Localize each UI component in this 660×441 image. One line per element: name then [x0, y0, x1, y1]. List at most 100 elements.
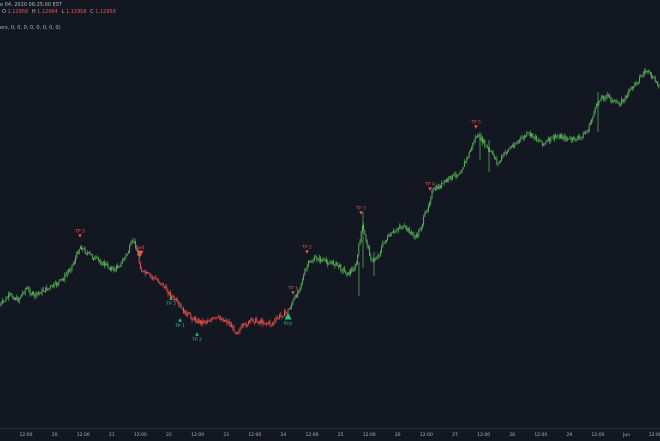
candle-body [386, 240, 387, 242]
candle-body [42, 290, 43, 294]
price-chart[interactable]: TP 3 Sell TP 1 TP 2 TP 3 Buy TP 1 TP 2 TP 3 TP 4 T… [0, 0, 660, 428]
candle-body [322, 260, 323, 261]
candle-body [436, 186, 437, 190]
candle-body [244, 324, 245, 325]
candle-body [115, 269, 116, 271]
candle-body [225, 320, 226, 321]
candle-body [242, 325, 243, 326]
candle-body [151, 276, 152, 277]
candle-body [27, 288, 28, 289]
candle-body [91, 254, 92, 255]
candle-body [420, 230, 421, 231]
candle-body [58, 282, 59, 285]
signal-label: TP 3 [165, 301, 176, 307]
candle-body [52, 285, 53, 287]
candle-body [604, 99, 605, 100]
candle-body [522, 138, 523, 139]
candle-body [409, 228, 410, 233]
candle-body [607, 94, 608, 96]
candle-body [12, 294, 13, 297]
candle-body [640, 76, 641, 77]
candle-body [348, 272, 349, 275]
candle-body [318, 260, 319, 261]
candle-body [10, 294, 11, 295]
candle-body [602, 96, 603, 97]
candle-body [650, 72, 651, 74]
signal-tp-marker[interactable]: TP 1 [174, 318, 185, 329]
candle-body [21, 294, 22, 297]
candle-body [477, 135, 478, 137]
indicator-legend[interactable]: ers, 0, 0, 0, 0, 0, 0, 0, 0) [0, 25, 61, 31]
candle-body [649, 70, 650, 72]
candle-body [182, 308, 183, 309]
candle-body [608, 94, 609, 95]
candle-body [538, 140, 539, 141]
candle-body [446, 180, 447, 182]
signal-tp-marker[interactable]: TP 3 [74, 229, 85, 238]
candle-body [487, 146, 488, 148]
candle-body [46, 287, 47, 290]
time-axis-label: 12:00 [77, 433, 90, 438]
candle-body [297, 292, 298, 298]
candle-body [358, 245, 359, 255]
candle-body [537, 140, 538, 141]
candle-body [554, 135, 555, 139]
candle-body [510, 148, 511, 149]
candle-body [303, 275, 304, 280]
candle-body [382, 243, 383, 247]
candle-body [267, 323, 268, 324]
candle-body [250, 318, 251, 321]
candle-body [243, 324, 244, 326]
signal-sell-marker[interactable]: Sell [136, 245, 144, 258]
candle-body [584, 133, 585, 134]
candle-body [639, 77, 640, 82]
candle-body [388, 235, 389, 237]
candle-body [447, 180, 448, 181]
candle-body [304, 271, 305, 275]
signal-tp-marker[interactable]: TP 5 [470, 120, 481, 129]
candle-body [343, 269, 344, 271]
candle-body [121, 262, 122, 266]
signal-label: TP 4 [424, 182, 435, 188]
candle-body [616, 101, 617, 103]
candle-body [49, 288, 50, 289]
candle-body [379, 255, 380, 256]
signal-tp-marker[interactable]: TP 2 [301, 245, 312, 254]
ohlc-open-key: O [2, 9, 6, 15]
candle-body [236, 332, 237, 333]
signal-tp-marker[interactable]: TP 1 [287, 286, 298, 295]
candle-body [354, 269, 355, 271]
candle-body [417, 235, 418, 236]
arrow-down-icon [474, 125, 478, 129]
candle-body [619, 103, 620, 104]
candle-body [16, 297, 17, 300]
candle-body [196, 321, 197, 323]
candle-body [586, 131, 587, 132]
candle-body [319, 257, 320, 260]
signal-buy-marker[interactable]: Buy [284, 313, 293, 327]
candle-body [525, 136, 526, 137]
candle-body [404, 226, 405, 227]
candle-body [594, 112, 595, 117]
candle-body [549, 138, 550, 141]
signal-tp-marker[interactable]: TP 3 [355, 206, 366, 215]
candle-body [570, 138, 571, 139]
candle-body [232, 326, 233, 328]
candle-body [444, 181, 445, 184]
candle-body [598, 101, 599, 105]
candle-body [306, 269, 307, 271]
candle-body [68, 271, 69, 273]
candle-body [100, 261, 101, 264]
candle-body [33, 292, 34, 294]
candle-body [433, 189, 434, 190]
candle-body [43, 290, 44, 292]
candle-body [504, 152, 505, 156]
candle-body [352, 269, 353, 271]
signal-tp-marker[interactable]: TP 2 [191, 332, 202, 343]
candle-body [561, 135, 562, 138]
candle-body [565, 136, 566, 140]
time-axis-label: 12:00 [534, 433, 547, 438]
candle-body [284, 311, 285, 317]
